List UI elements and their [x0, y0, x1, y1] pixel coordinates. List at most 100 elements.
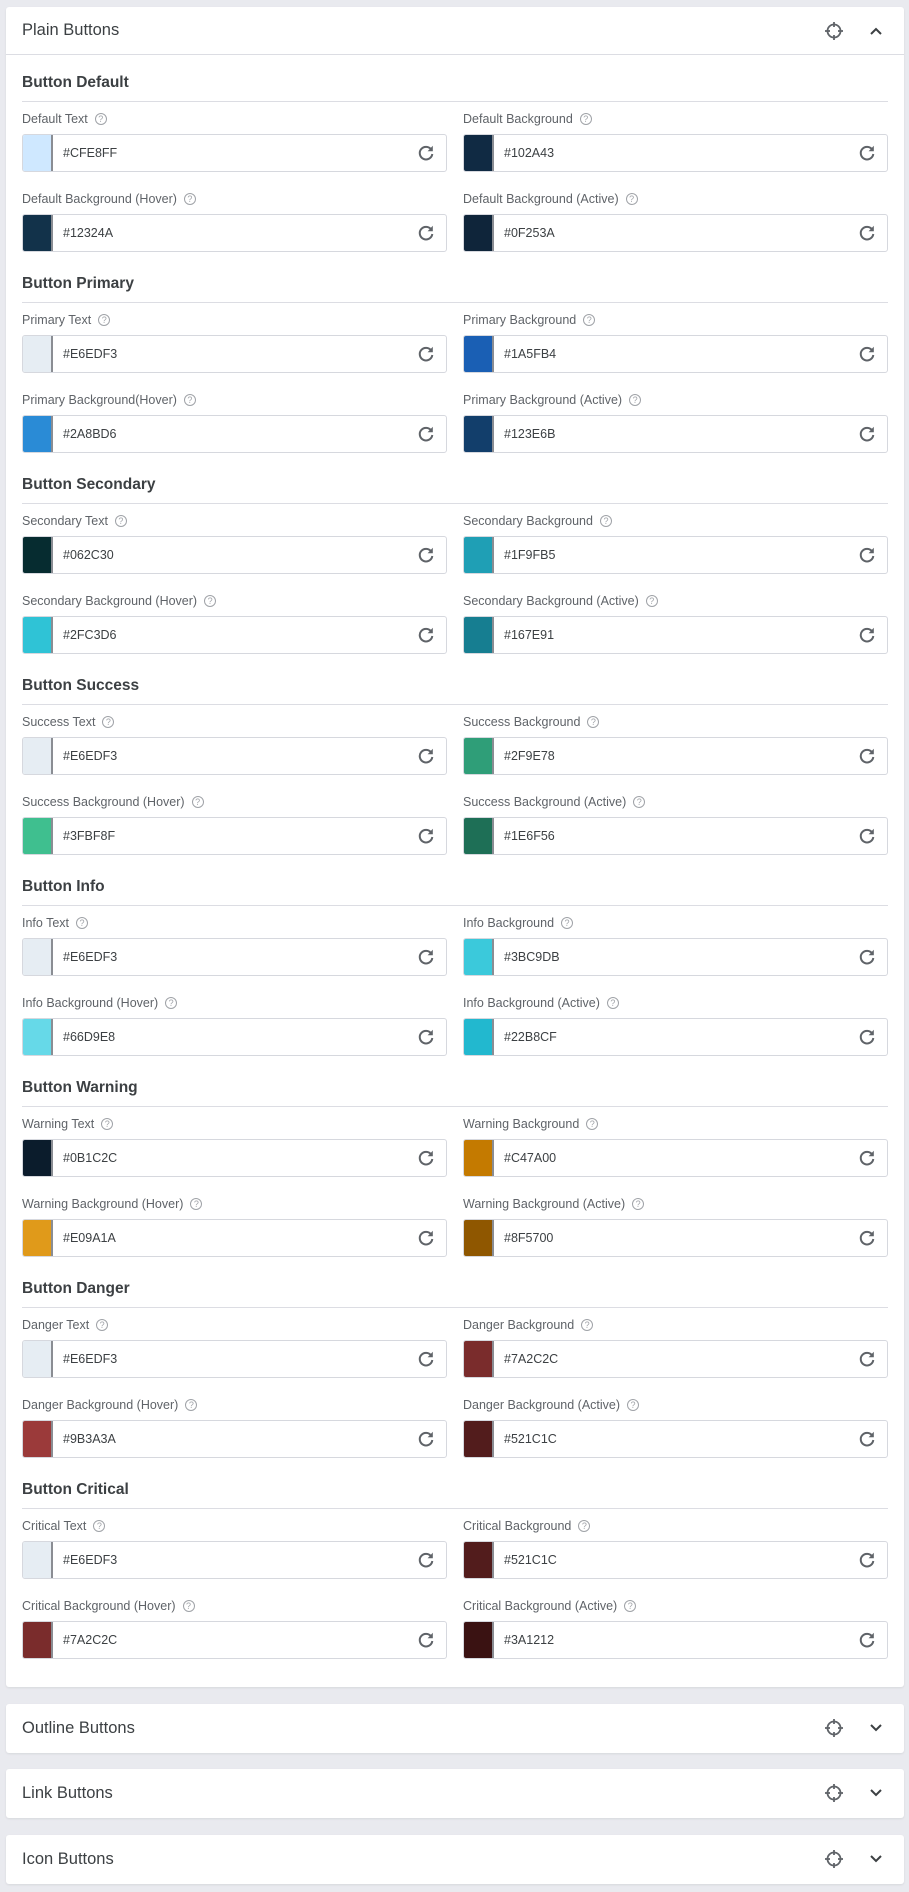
- color-swatch[interactable]: [464, 416, 494, 452]
- color-value[interactable]: #12324A: [63, 226, 114, 240]
- help-icon[interactable]: ?: [183, 393, 196, 406]
- help-icon[interactable]: ?: [645, 594, 658, 607]
- color-input[interactable]: #0B1C2C: [22, 1139, 447, 1177]
- color-value[interactable]: #2FC3D6: [63, 628, 117, 642]
- panel-header[interactable]: Plain Buttons: [6, 7, 904, 55]
- color-swatch[interactable]: [23, 537, 53, 573]
- color-input[interactable]: #0F253A: [463, 214, 888, 252]
- color-value[interactable]: #0B1C2C: [63, 1151, 118, 1165]
- reset-icon[interactable]: [856, 624, 878, 646]
- color-value[interactable]: #1F9FB5: [504, 548, 556, 562]
- color-value[interactable]: #0F253A: [504, 226, 555, 240]
- help-icon[interactable]: ?: [629, 393, 642, 406]
- reset-icon[interactable]: [856, 1348, 878, 1370]
- help-icon[interactable]: ?: [625, 192, 638, 205]
- panel-header[interactable]: Link Buttons: [6, 1769, 904, 1817]
- color-input[interactable]: #521C1C: [463, 1541, 888, 1579]
- color-value[interactable]: #3A1212: [504, 1633, 555, 1647]
- reset-icon[interactable]: [415, 1147, 437, 1169]
- color-value[interactable]: #2F9E78: [504, 749, 555, 763]
- color-input[interactable]: #3FBF8F: [22, 817, 447, 855]
- color-swatch[interactable]: [464, 1341, 494, 1377]
- color-value[interactable]: #E6EDF3: [63, 347, 118, 361]
- help-icon[interactable]: ?: [101, 1117, 114, 1130]
- reset-icon[interactable]: [415, 142, 437, 164]
- chevron-down-icon[interactable]: [864, 1716, 888, 1740]
- crosshair-icon[interactable]: [822, 1781, 846, 1805]
- help-icon[interactable]: ?: [165, 996, 178, 1009]
- chevron-down-icon[interactable]: [864, 1847, 888, 1871]
- reset-icon[interactable]: [415, 624, 437, 646]
- color-swatch[interactable]: [23, 939, 53, 975]
- reset-icon[interactable]: [415, 825, 437, 847]
- color-value[interactable]: #E6EDF3: [63, 950, 118, 964]
- color-swatch[interactable]: [464, 939, 494, 975]
- help-icon[interactable]: ?: [606, 996, 619, 1009]
- color-swatch[interactable]: [464, 738, 494, 774]
- reset-icon[interactable]: [415, 1227, 437, 1249]
- help-icon[interactable]: ?: [114, 514, 127, 527]
- color-input[interactable]: #102A43: [463, 134, 888, 172]
- panel-header[interactable]: Icon Buttons: [6, 1835, 904, 1883]
- color-value[interactable]: #22B8CF: [504, 1030, 557, 1044]
- color-swatch[interactable]: [464, 537, 494, 573]
- color-swatch[interactable]: [464, 135, 494, 171]
- color-input[interactable]: #E6EDF3: [22, 737, 447, 775]
- color-swatch[interactable]: [23, 1220, 53, 1256]
- color-swatch[interactable]: [23, 215, 53, 251]
- color-value[interactable]: #2A8BD6: [63, 427, 117, 441]
- color-value[interactable]: #C47A00: [504, 1151, 557, 1165]
- color-input[interactable]: #9B3A3A: [22, 1420, 447, 1458]
- color-swatch[interactable]: [464, 215, 494, 251]
- color-input[interactable]: #062C30: [22, 536, 447, 574]
- reset-icon[interactable]: [415, 544, 437, 566]
- reset-icon[interactable]: [856, 946, 878, 968]
- color-value[interactable]: #7A2C2C: [63, 1633, 118, 1647]
- color-swatch[interactable]: [23, 1622, 53, 1658]
- color-value[interactable]: #E6EDF3: [63, 749, 118, 763]
- reset-icon[interactable]: [415, 343, 437, 365]
- color-input[interactable]: #22B8CF: [463, 1018, 888, 1056]
- color-swatch[interactable]: [23, 135, 53, 171]
- help-icon[interactable]: ?: [76, 916, 89, 929]
- color-value[interactable]: #3BC9DB: [504, 950, 560, 964]
- color-input[interactable]: #3BC9DB: [463, 938, 888, 976]
- color-value[interactable]: #66D9E8: [63, 1030, 116, 1044]
- color-input[interactable]: #2FC3D6: [22, 616, 447, 654]
- crosshair-icon[interactable]: [822, 19, 846, 43]
- color-value[interactable]: #123E6B: [504, 427, 556, 441]
- color-value[interactable]: #521C1C: [504, 1432, 557, 1446]
- color-input[interactable]: #E6EDF3: [22, 335, 447, 373]
- color-input[interactable]: #2F9E78: [463, 737, 888, 775]
- color-swatch[interactable]: [23, 818, 53, 854]
- reset-icon[interactable]: [856, 1428, 878, 1450]
- color-input[interactable]: #1A5FB4: [463, 335, 888, 373]
- color-input[interactable]: #3A1212: [463, 1621, 888, 1659]
- crosshair-icon[interactable]: [822, 1716, 846, 1740]
- reset-icon[interactable]: [415, 1026, 437, 1048]
- color-value[interactable]: #9B3A3A: [63, 1432, 116, 1446]
- color-input[interactable]: #E6EDF3: [22, 938, 447, 976]
- color-swatch[interactable]: [23, 1421, 53, 1457]
- color-input[interactable]: #8F5700: [463, 1219, 888, 1257]
- help-icon[interactable]: ?: [98, 313, 111, 326]
- help-icon[interactable]: ?: [191, 795, 204, 808]
- help-icon[interactable]: ?: [93, 1519, 106, 1532]
- color-value[interactable]: #1A5FB4: [504, 347, 557, 361]
- help-icon[interactable]: ?: [624, 1599, 637, 1612]
- reset-icon[interactable]: [415, 946, 437, 968]
- color-swatch[interactable]: [464, 617, 494, 653]
- help-icon[interactable]: ?: [587, 715, 600, 728]
- color-swatch[interactable]: [23, 416, 53, 452]
- color-value[interactable]: #E6EDF3: [63, 1553, 118, 1567]
- color-swatch[interactable]: [464, 1140, 494, 1176]
- color-input[interactable]: #2A8BD6: [22, 415, 447, 453]
- reset-icon[interactable]: [856, 825, 878, 847]
- help-icon[interactable]: ?: [583, 313, 596, 326]
- reset-icon[interactable]: [856, 1549, 878, 1571]
- reset-icon[interactable]: [415, 1348, 437, 1370]
- chevron-up-icon[interactable]: [864, 19, 888, 43]
- color-input[interactable]: #E6EDF3: [22, 1541, 447, 1579]
- reset-icon[interactable]: [856, 544, 878, 566]
- reset-icon[interactable]: [856, 423, 878, 445]
